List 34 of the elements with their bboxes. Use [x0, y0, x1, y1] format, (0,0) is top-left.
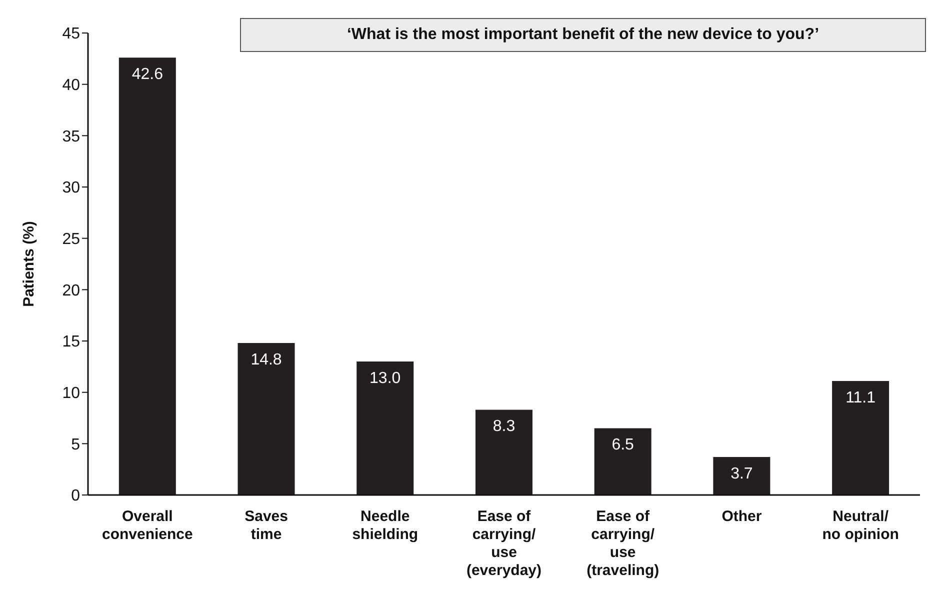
data-label: 11.1: [846, 389, 876, 406]
y-tick-label: 35: [62, 128, 80, 146]
bar: [238, 343, 295, 495]
chart-title: ‘What is the most important benefit of the new device to you?’: [346, 26, 820, 44]
bar: [832, 381, 890, 495]
bar: [118, 58, 176, 495]
bar: [594, 428, 652, 495]
bar: [356, 362, 414, 495]
y-tick-label: 20: [62, 282, 80, 300]
y-tick-label: 40: [62, 77, 80, 94]
x-tick-label: Overall convenience: [102, 508, 193, 543]
y-tick-label: 30: [62, 180, 80, 197]
x-tick-label: Saves time: [244, 508, 288, 543]
y-tick-label: 15: [62, 334, 80, 351]
y-tick-label: 0: [71, 488, 80, 505]
title-box: ‘What is the most important benefit of the new device to you?’: [240, 18, 926, 52]
bar: [475, 410, 532, 495]
y-tick-label: 5: [71, 436, 80, 454]
x-tick-label: Needle shielding: [352, 508, 418, 543]
y-tick-label: 25: [62, 231, 80, 248]
y-axis-title: Patients (%): [20, 221, 38, 307]
data-label: 13.0: [370, 370, 401, 387]
x-tick-label: Neutral/ no opinion: [822, 508, 899, 543]
x-tick-label: Ease of carrying/ use (traveling): [586, 508, 660, 579]
data-label: 8.3: [492, 418, 516, 436]
data-label: 42.6: [132, 66, 164, 83]
x-tick-label: Other: [722, 508, 762, 525]
y-tick-label: 45: [62, 26, 80, 43]
bar: [713, 457, 770, 495]
y-tick-label: 10: [62, 385, 80, 402]
data-label: 14.8: [250, 351, 282, 368]
data-label: 6.5: [612, 436, 634, 454]
x-tick-label: Ease of carrying/ use (everyday): [466, 508, 542, 579]
data-label: 3.7: [730, 465, 753, 482]
